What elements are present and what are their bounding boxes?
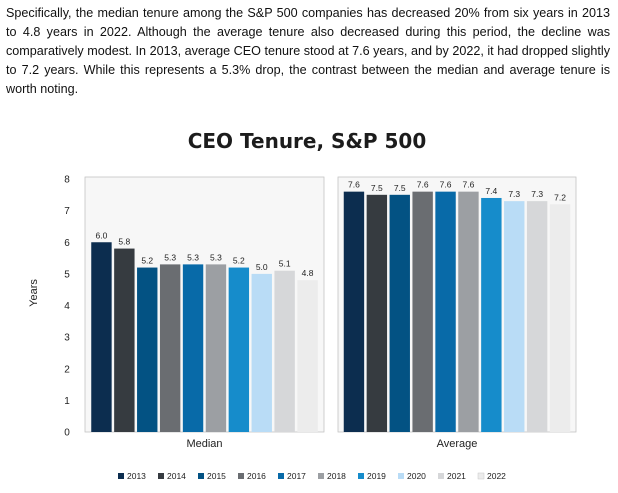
- data-label: 7.6: [348, 180, 360, 190]
- y-tick-label: 3: [64, 333, 70, 344]
- legend-item-2020: 2020: [398, 471, 426, 481]
- data-label: 7.4: [485, 186, 497, 196]
- y-tick-label: 2: [64, 364, 70, 375]
- bar-average-2013: [343, 191, 365, 432]
- y-tick-label: 1: [64, 396, 70, 407]
- bar-average-2020: [504, 201, 525, 432]
- data-label: 5.2: [141, 256, 153, 266]
- legend-label: 2014: [167, 471, 186, 481]
- legend-item-2022: 2022: [477, 471, 506, 481]
- bar-median-2021: [274, 270, 295, 432]
- legend-label: 2017: [287, 471, 306, 481]
- ceo-tenure-chart: CEO Tenure, S&P 500 Years 0 1 2 3 4 5 6 7 8 6.0 5…: [28, 129, 577, 481]
- legend-swatch: [198, 473, 204, 479]
- legend-label: 2016: [247, 471, 266, 481]
- legend-swatch: [438, 473, 444, 479]
- y-axis-ticks: 0 1 2 3 4 5 6 7 8: [64, 175, 70, 439]
- bar-median-2016: [159, 264, 181, 432]
- bar-median-2022: [297, 280, 318, 432]
- data-label: 5.3: [210, 252, 222, 262]
- data-label: 7.6: [440, 180, 452, 190]
- data-label: 5.0: [256, 262, 268, 272]
- legend-label: 2022: [487, 471, 506, 481]
- legend-item-2016: 2016: [238, 471, 266, 481]
- y-tick-label: 6: [64, 238, 70, 249]
- data-label: 7.3: [531, 189, 543, 199]
- intro-paragraph: Specifically, the median tenure among th…: [6, 6, 610, 96]
- data-label: 7.5: [394, 183, 406, 193]
- bar-average-2014: [366, 194, 388, 432]
- data-label: 7.3: [508, 189, 520, 199]
- y-tick-label: 8: [64, 175, 70, 186]
- data-label: 7.6: [463, 180, 475, 190]
- legend-item-2014: 2014: [158, 471, 186, 481]
- y-tick-label: 4: [64, 301, 70, 312]
- legend-swatch: [278, 473, 284, 479]
- bar-median-2017: [182, 264, 204, 432]
- bar-group-average: 7.6 7.5 7.5 7.6 7.6 7.6 7.4 7.3 7.3 7.2 Average: [337, 176, 577, 450]
- category-label: Median: [186, 438, 222, 450]
- bar-median-2013: [91, 242, 112, 432]
- bar-median-2020: [251, 273, 272, 432]
- data-label: 7.5: [371, 183, 383, 193]
- legend-label: 2020: [407, 471, 426, 481]
- chart-container: CEO Tenure, S&P 500 Years 0 1 2 3 4 5 6 7 8 6.0 5…: [0, 118, 618, 493]
- bar-average-2022: [549, 204, 571, 432]
- bar-median-2014: [114, 248, 135, 432]
- legend-item-2021: 2021: [438, 471, 466, 481]
- legend-swatch: [318, 473, 324, 479]
- legend-swatch: [358, 473, 364, 479]
- bar-median-2019: [228, 267, 250, 432]
- y-tick-label: 5: [64, 269, 70, 280]
- bar-average-2021: [526, 201, 548, 432]
- legend-swatch: [158, 473, 164, 479]
- category-label: Average: [437, 438, 478, 450]
- y-axis-label: Years: [28, 279, 40, 307]
- data-label: 7.6: [417, 180, 429, 190]
- legend-swatch: [477, 472, 485, 480]
- bar-median-2018: [205, 264, 227, 432]
- bar-average-2019: [481, 197, 502, 432]
- legend-label: 2021: [447, 471, 466, 481]
- bar-average-2017: [435, 191, 456, 432]
- legend-label: 2018: [327, 471, 346, 481]
- chart-title: CEO Tenure, S&P 500: [188, 129, 427, 153]
- legend-item-2019: 2019: [358, 471, 386, 481]
- data-label: 5.8: [118, 237, 130, 247]
- bar-group-median: 6.0 5.8 5.2 5.3 5.3 5.3 5.2 5.0 5.1 4.8 Median: [84, 176, 325, 450]
- data-label: 4.8: [302, 268, 314, 278]
- y-tick-label: 7: [64, 206, 70, 217]
- legend-item-2013: 2013: [118, 471, 146, 481]
- legend-label: 2015: [207, 471, 226, 481]
- data-label: 6.0: [96, 230, 108, 240]
- data-label: 5.2: [233, 256, 245, 266]
- legend-swatch: [398, 473, 404, 479]
- bar-median-2015: [137, 267, 158, 432]
- legend-swatch: [118, 473, 124, 479]
- data-label: 7.2: [554, 192, 566, 202]
- bar-average-2015: [389, 194, 410, 432]
- data-label: 5.3: [164, 252, 176, 262]
- legend-item-2015: 2015: [198, 471, 226, 481]
- data-label: 5.3: [187, 252, 199, 262]
- bar-average-2018: [458, 191, 479, 432]
- y-tick-label: 0: [64, 428, 70, 439]
- legend: 2013 2014 2015 2016 2017 2018 2019 2020 2021 2022: [118, 471, 506, 481]
- legend-label: 2019: [367, 471, 386, 481]
- data-label: 5.1: [279, 259, 291, 269]
- legend-label: 2013: [127, 471, 146, 481]
- legend-item-2017: 2017: [278, 471, 306, 481]
- legend-item-2018: 2018: [318, 471, 346, 481]
- legend-swatch: [238, 473, 244, 479]
- bar-average-2016: [412, 191, 433, 432]
